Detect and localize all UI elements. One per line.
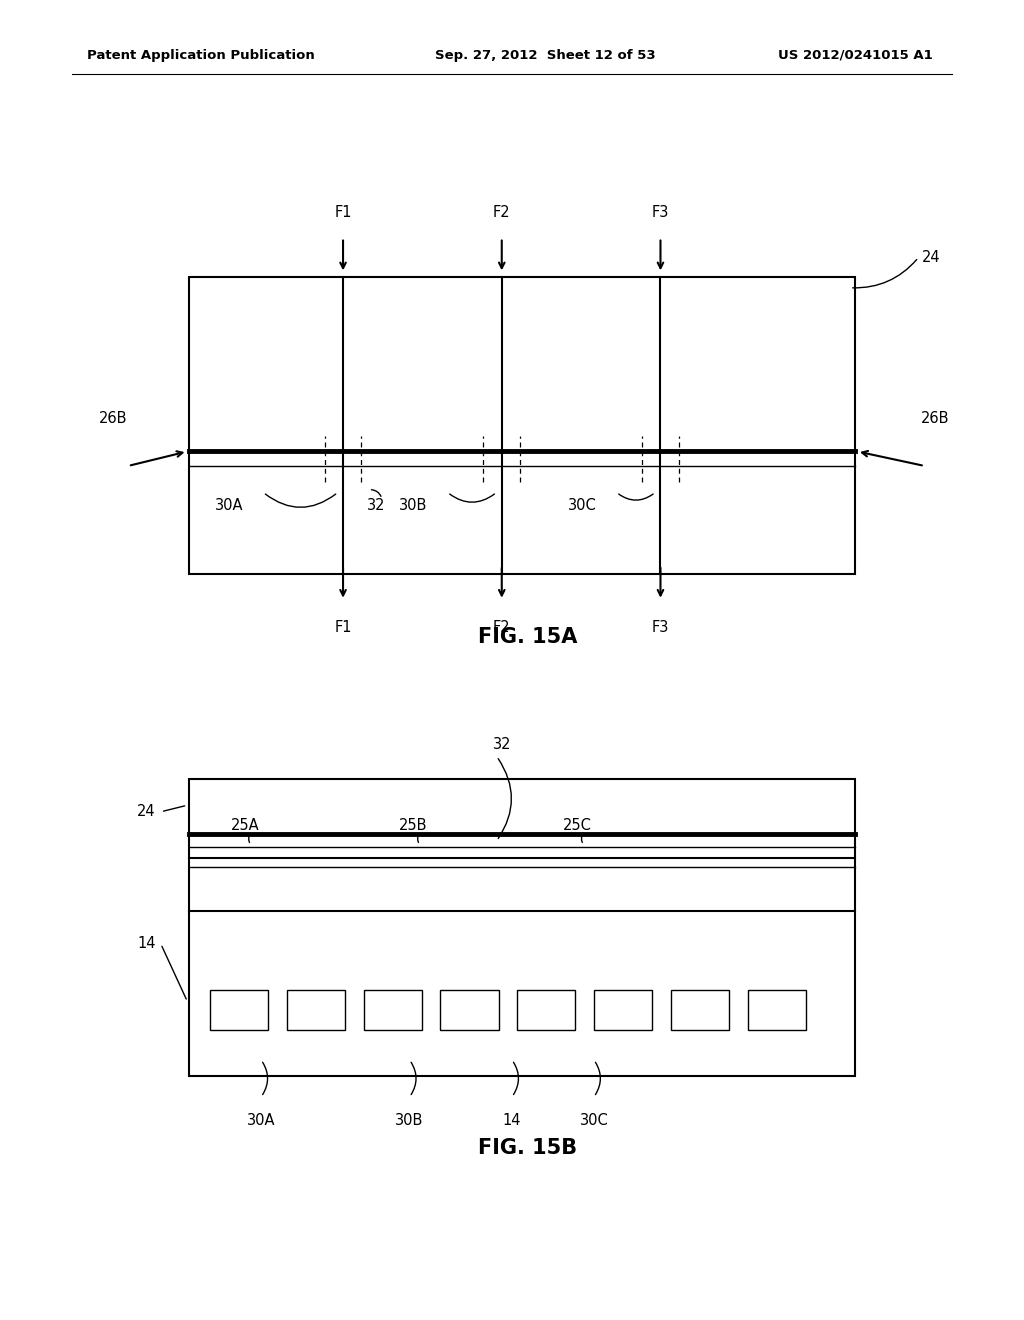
- Text: 25A: 25A: [230, 817, 259, 833]
- Text: 32: 32: [493, 738, 511, 752]
- Bar: [189, 779, 855, 1076]
- Text: 30C: 30C: [568, 498, 597, 513]
- Text: 24: 24: [137, 804, 156, 820]
- Bar: [517, 990, 575, 1030]
- Text: F1: F1: [334, 620, 352, 635]
- Text: 25B: 25B: [399, 817, 428, 833]
- Bar: [594, 990, 652, 1030]
- Bar: [748, 990, 806, 1030]
- Text: 30C: 30C: [580, 1113, 608, 1127]
- Text: 30B: 30B: [399, 498, 428, 513]
- Text: 30A: 30A: [247, 1113, 275, 1127]
- Text: 26B: 26B: [98, 412, 127, 426]
- Text: FIG. 15B: FIG. 15B: [478, 1138, 577, 1158]
- Text: 25C: 25C: [563, 817, 592, 833]
- Text: F3: F3: [652, 206, 669, 220]
- Bar: [671, 990, 729, 1030]
- Text: Sep. 27, 2012  Sheet 12 of 53: Sep. 27, 2012 Sheet 12 of 53: [435, 49, 655, 62]
- Text: F1: F1: [334, 206, 352, 220]
- Text: 32: 32: [367, 498, 385, 513]
- Text: F2: F2: [493, 206, 511, 220]
- Text: FIG. 15A: FIG. 15A: [477, 627, 578, 647]
- Bar: [440, 990, 499, 1030]
- Text: 30A: 30A: [215, 498, 244, 513]
- Text: F3: F3: [652, 620, 669, 635]
- Text: Patent Application Publication: Patent Application Publication: [87, 49, 314, 62]
- Bar: [210, 990, 268, 1030]
- Bar: [287, 990, 345, 1030]
- Text: 26B: 26B: [921, 412, 949, 426]
- Text: 14: 14: [137, 936, 156, 952]
- Text: 30B: 30B: [395, 1113, 424, 1127]
- Text: 24: 24: [922, 249, 940, 265]
- Text: F2: F2: [493, 620, 511, 635]
- Text: 14: 14: [503, 1113, 521, 1127]
- Bar: [364, 990, 422, 1030]
- Text: US 2012/0241015 A1: US 2012/0241015 A1: [778, 49, 933, 62]
- Bar: [189, 277, 855, 574]
